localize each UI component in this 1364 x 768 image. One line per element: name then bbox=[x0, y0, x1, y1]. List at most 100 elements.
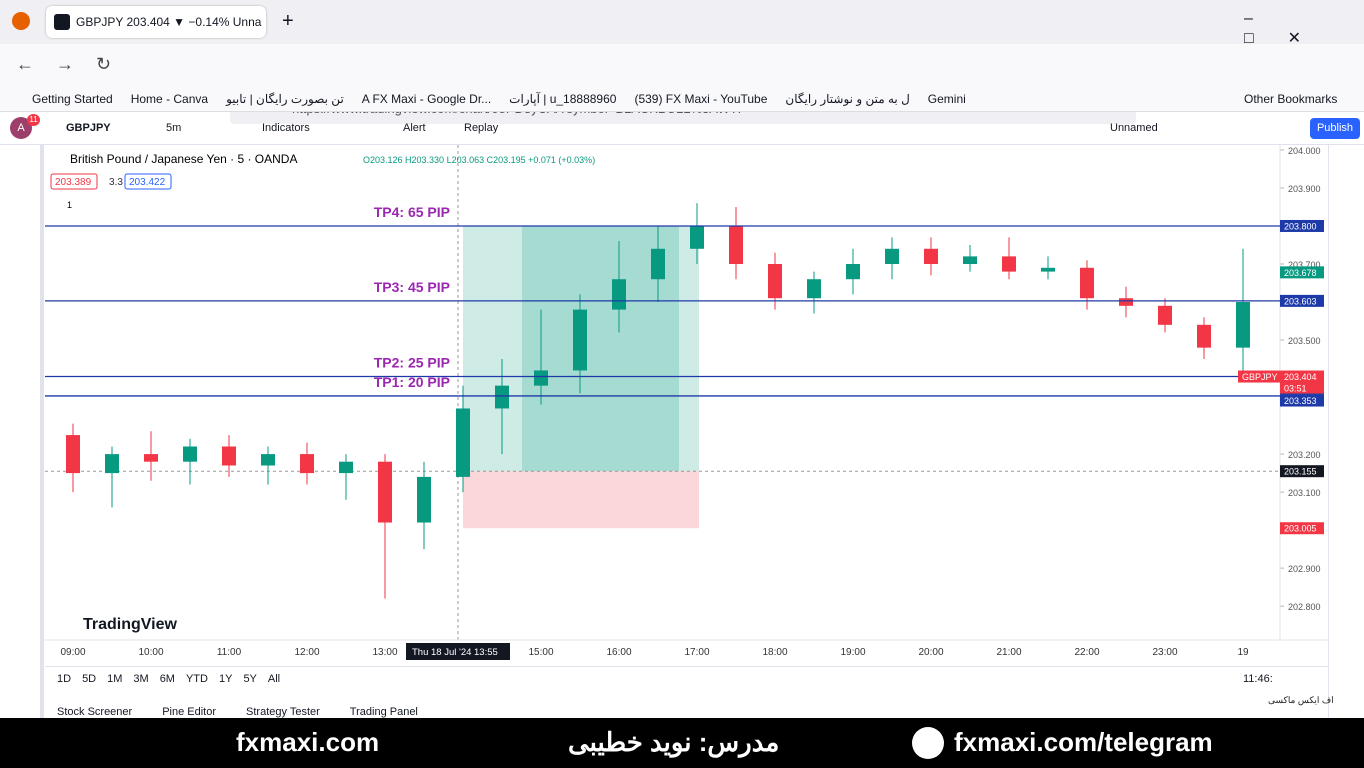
candle-body bbox=[1236, 302, 1250, 348]
x-tick-label: 21:00 bbox=[996, 647, 1021, 658]
candle-body bbox=[339, 461, 353, 474]
symbol[interactable]: GBPJPY bbox=[66, 122, 111, 134]
quote-box bbox=[50, 173, 98, 190]
candle-body bbox=[495, 385, 509, 409]
bookmark[interactable]: Getting Started bbox=[32, 92, 113, 106]
chart: 204.000 203.900 203.700 203.500 203.200 203.1… bbox=[45, 145, 1328, 660]
candle bbox=[963, 244, 977, 272]
range-buttons: 1D 5D 1M 3M 6M YTD 1Y 5Y All bbox=[57, 673, 280, 685]
bottom-tab[interactable]: Pine Editor bbox=[162, 706, 217, 718]
price-label: 203.678 bbox=[1284, 268, 1317, 278]
y-tick-label: 203.100 bbox=[1288, 488, 1321, 498]
y-tick-label: 203.700 bbox=[1288, 260, 1321, 270]
price-label: 203.800 bbox=[1284, 221, 1317, 231]
candle bbox=[417, 461, 431, 550]
candle bbox=[66, 423, 80, 493]
x-tick-label: 20:00 bbox=[918, 647, 943, 658]
layout[interactable]: Unnamed bbox=[1110, 122, 1158, 134]
x-tick-label: 19 bbox=[1237, 647, 1249, 658]
bottom-tabs: Stock Screener Pine Editor Strategy Tester… bbox=[57, 706, 418, 718]
candle bbox=[378, 454, 392, 599]
bottom-tab[interactable]: Trading Panel bbox=[349, 706, 418, 718]
bookmark[interactable]: Gemini bbox=[927, 92, 966, 106]
y-tick-label: 202.800 bbox=[1288, 602, 1321, 612]
range-button[interactable]: 1D bbox=[57, 673, 72, 685]
price-label: 203.005 bbox=[1284, 524, 1317, 534]
range-button[interactable]: 5D bbox=[82, 673, 97, 685]
candle-body bbox=[729, 225, 743, 264]
publish[interactable]: Publish bbox=[1310, 118, 1360, 139]
candle-body bbox=[144, 454, 158, 462]
candle-body bbox=[417, 476, 431, 523]
candle bbox=[1158, 298, 1172, 333]
replay[interactable]: Replay bbox=[464, 122, 499, 134]
candle-body bbox=[690, 225, 704, 249]
footer-telegram: fxmaxi.com/telegram bbox=[954, 727, 1213, 757]
range-button[interactable]: 3M bbox=[133, 673, 149, 685]
range-button[interactable]: 6M bbox=[159, 673, 175, 685]
bottom-panel: 1D 5D 1M 3M 6M YTD 1Y 5Y All 11:46: Stock Screen… bbox=[45, 666, 1328, 719]
other-bookmarks[interactable]: Other Bookmarks bbox=[1244, 92, 1338, 106]
candle-body bbox=[963, 256, 977, 264]
left-toolbar bbox=[0, 145, 44, 718]
x-tick-label: 23:00 bbox=[1152, 647, 1177, 658]
x-tick-label: 12:00 bbox=[294, 647, 319, 658]
indicator-count: 1 bbox=[67, 200, 72, 210]
countdown: 03:51 bbox=[1284, 384, 1307, 394]
candle bbox=[300, 442, 314, 485]
candle bbox=[846, 248, 860, 295]
bookmark[interactable]: Home - Canva bbox=[130, 92, 209, 106]
avatar[interactable]: A bbox=[10, 117, 32, 139]
telegram-icon bbox=[912, 727, 944, 759]
tab[interactable]: GBPJPY 203.404 ▼ −0.14% Unna bbox=[46, 6, 266, 38]
candle bbox=[651, 225, 665, 303]
bottom-tab[interactable]: Stock Screener bbox=[57, 706, 133, 718]
price-label-box bbox=[1280, 219, 1324, 232]
range-button[interactable]: All bbox=[267, 673, 281, 685]
x-tick-label: 10:00 bbox=[138, 647, 163, 658]
price-label: 203.155 bbox=[1284, 467, 1317, 477]
crosshair-label: Thu 18 Jul '24 13:55 bbox=[412, 647, 498, 658]
nav-buttons[interactable]: ←→↻ bbox=[16, 54, 134, 74]
indicators[interactable]: Indicators bbox=[262, 122, 310, 134]
candle-body bbox=[612, 279, 626, 310]
ohlc-legend: O203.126 H203.330 L203.063 C203.195 +0.0… bbox=[363, 155, 595, 165]
symbol-tag-box bbox=[1238, 370, 1280, 383]
x-tick-label: 22:00 bbox=[1074, 647, 1099, 658]
range-button[interactable]: 5Y bbox=[243, 673, 257, 685]
bookmark[interactable]: آپارات | u_18888960 bbox=[509, 92, 617, 106]
bookmark[interactable]: A FX Maxi - Google Dr... bbox=[361, 92, 492, 106]
badge: 11 bbox=[27, 114, 40, 126]
candle bbox=[1236, 248, 1250, 379]
candle-body bbox=[1158, 305, 1172, 325]
window-controls[interactable]: –□✕ bbox=[1244, 10, 1336, 47]
candle-body bbox=[768, 263, 782, 299]
candle-body bbox=[1197, 324, 1211, 348]
range-button[interactable]: 1M bbox=[107, 673, 123, 685]
interval[interactable]: 5m bbox=[166, 122, 182, 134]
candle-body bbox=[378, 461, 392, 523]
bookmark[interactable]: تن بصورت رایگان | تابیو bbox=[226, 92, 344, 106]
new-tab[interactable]: + bbox=[282, 10, 294, 32]
price-label: 203.404 bbox=[1284, 372, 1317, 382]
candle bbox=[924, 237, 938, 276]
countdown-box bbox=[1280, 382, 1324, 394]
price-label-box bbox=[1280, 465, 1324, 478]
tab-bar: GBPJPY 203.404 ▼ −0.14% Unna + –□✕ bbox=[0, 0, 1364, 47]
bookmark[interactable]: ل به متن و نوشتار رایگان bbox=[785, 92, 910, 106]
x-tick-label: 19:00 bbox=[840, 647, 865, 658]
bookmark[interactable]: (539) FX Maxi - YouTube bbox=[634, 92, 768, 106]
symbol-tag: GBPJPY bbox=[1242, 372, 1278, 382]
range-button[interactable]: YTD bbox=[185, 673, 208, 685]
bottom-tab[interactable]: Strategy Tester bbox=[246, 706, 320, 718]
price-label-box bbox=[1280, 370, 1324, 383]
candle bbox=[183, 438, 197, 485]
quote: 203.389 bbox=[55, 177, 92, 188]
candle-body bbox=[573, 309, 587, 371]
candle-body bbox=[66, 435, 80, 474]
alert[interactable]: Alert bbox=[403, 122, 426, 134]
price-label: 203.353 bbox=[1284, 396, 1317, 406]
x-tick-label: 16:00 bbox=[606, 647, 631, 658]
range-button[interactable]: 1Y bbox=[218, 673, 233, 685]
